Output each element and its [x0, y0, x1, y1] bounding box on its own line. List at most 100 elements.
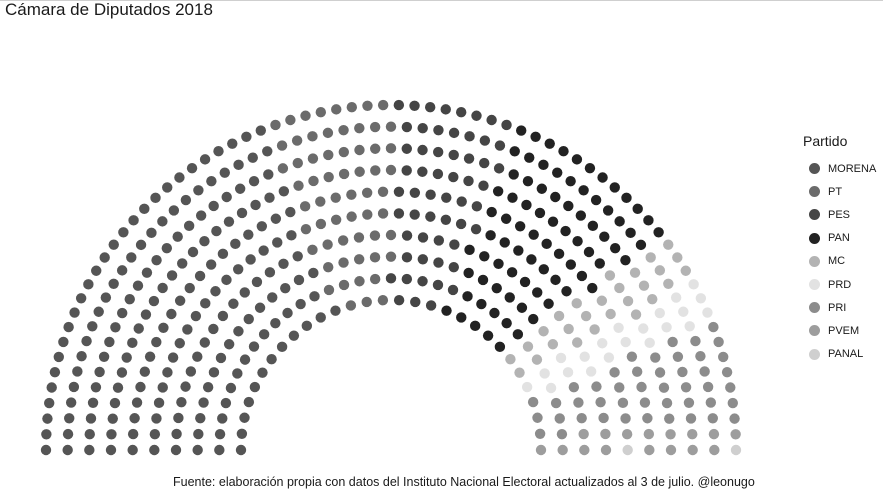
seat-morena: [144, 351, 156, 362]
seat-mc: [638, 280, 650, 291]
seat-pvem: [643, 428, 655, 440]
seat-pan: [550, 274, 561, 286]
seat-morena: [217, 413, 228, 424]
seat-mc: [663, 239, 674, 250]
seat-morena: [219, 167, 230, 178]
seat-pan: [541, 238, 552, 250]
seat-morena: [176, 396, 187, 408]
seat-pt: [369, 273, 381, 285]
seat-prd: [597, 338, 608, 349]
seat-pan: [583, 246, 595, 258]
seat-pan: [441, 305, 452, 316]
seat-pan: [514, 221, 526, 232]
seat-morena: [315, 312, 326, 323]
legend-item-pvem: PVEM: [803, 319, 876, 342]
seat-pes: [463, 175, 474, 187]
seat-pes: [501, 119, 512, 131]
seat-morena: [199, 337, 210, 348]
seat-morena: [94, 366, 105, 378]
seat-morena: [243, 396, 255, 408]
seat-pan: [575, 210, 587, 221]
seat-morena: [127, 337, 138, 349]
seat-morena: [72, 366, 83, 377]
seat-mc: [571, 298, 582, 309]
seat-pes: [417, 123, 428, 134]
seat-morena: [107, 413, 118, 424]
seat-pvem: [600, 428, 611, 440]
seat-prd: [684, 321, 695, 332]
seat-morena: [91, 265, 102, 276]
seat-morena: [139, 203, 150, 215]
seat-pri: [721, 366, 733, 378]
seat-mc: [647, 293, 658, 305]
seat-pes: [417, 166, 428, 177]
seat-morena: [133, 323, 144, 334]
seat-morena: [258, 245, 269, 256]
legend-label: MORENA: [828, 162, 877, 175]
legend-swatch: [809, 255, 820, 267]
seat-pt: [330, 214, 342, 225]
seat-morena: [264, 192, 275, 203]
seat-pt: [354, 123, 365, 134]
seat-pes: [385, 273, 397, 284]
seat-morena: [301, 320, 313, 332]
seat-prd: [695, 293, 707, 304]
seat-morena: [117, 307, 128, 319]
seat-morena: [182, 324, 193, 335]
seat-pan: [590, 194, 602, 206]
seat-pri: [699, 366, 710, 377]
seat-pt: [385, 143, 397, 154]
seat-pvem: [665, 444, 677, 456]
seat-pes: [486, 114, 497, 126]
seat-pt: [362, 100, 373, 112]
seat-morena: [215, 352, 227, 364]
seat-pt: [377, 295, 389, 306]
seat-pan: [558, 146, 569, 157]
seat-pes: [409, 209, 420, 220]
seat-morena: [68, 381, 80, 393]
seat-pes: [409, 187, 421, 198]
seat-pt: [323, 171, 334, 183]
seat-morena: [223, 339, 235, 350]
seat-pvem: [665, 429, 676, 440]
seat-pt: [322, 239, 333, 250]
seat-morena: [195, 210, 207, 221]
seat-pan: [653, 227, 664, 238]
seat-pvem: [708, 428, 720, 440]
seat-mc: [604, 270, 616, 281]
legend-swatch: [809, 209, 820, 221]
seat-morena: [87, 321, 98, 332]
seat-morena: [233, 264, 244, 275]
seat-pes: [433, 124, 444, 136]
seat-mc: [596, 295, 608, 306]
seat-pri: [702, 381, 714, 393]
seat-morena: [270, 213, 282, 224]
top-border: [0, 0, 883, 1]
seat-pes: [440, 214, 452, 225]
seat-morena: [99, 252, 110, 263]
seat-pri: [713, 336, 724, 348]
seat-pes: [448, 149, 459, 161]
seat-mc: [589, 324, 600, 335]
seat-mc: [605, 308, 616, 320]
seat-panal: [622, 444, 633, 456]
legend-swatch: [809, 348, 820, 360]
seat-pt: [300, 110, 311, 121]
seat-pt: [385, 251, 397, 262]
seat-morena: [248, 341, 260, 352]
seat-pan: [635, 239, 647, 251]
seat-pri: [642, 413, 653, 424]
seat-pes: [393, 186, 405, 197]
seat-morena: [194, 270, 206, 282]
seat-pes: [478, 180, 489, 191]
seat-morena: [264, 267, 276, 278]
seat-pt: [307, 131, 318, 142]
seat-morena: [44, 397, 55, 409]
seat-mc: [563, 323, 574, 335]
seat-morena: [221, 191, 232, 203]
seat-morena: [151, 413, 162, 424]
seat-pri: [626, 351, 638, 362]
seat-pes: [479, 135, 491, 146]
seat-pes: [425, 300, 437, 311]
seat-prd: [521, 381, 533, 393]
